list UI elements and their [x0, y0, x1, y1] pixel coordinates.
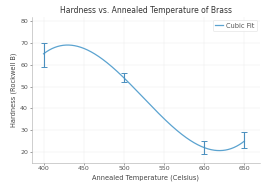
Cubic Fit — [218, 150, 221, 152]
Cubic Fit — [151, 106, 154, 108]
Cubic Fit — [138, 92, 141, 95]
Legend: Cubic Fit: Cubic Fit — [213, 20, 257, 31]
Cubic Fit — [42, 53, 45, 55]
Cubic Fit — [207, 148, 210, 150]
Cubic Fit — [66, 44, 69, 46]
Cubic Fit — [243, 140, 246, 142]
Title: Hardness vs. Annealed Temperature of Brass: Hardness vs. Annealed Temperature of Bra… — [60, 6, 232, 15]
Y-axis label: Hardness (Rockwell B): Hardness (Rockwell B) — [11, 53, 17, 127]
Cubic Fit — [162, 117, 165, 119]
Cubic Fit — [239, 143, 242, 145]
X-axis label: Annealed Temperature (Celsius): Annealed Temperature (Celsius) — [93, 174, 200, 181]
Cubic Fit — [139, 94, 142, 96]
Line: Cubic Fit: Cubic Fit — [44, 45, 244, 151]
